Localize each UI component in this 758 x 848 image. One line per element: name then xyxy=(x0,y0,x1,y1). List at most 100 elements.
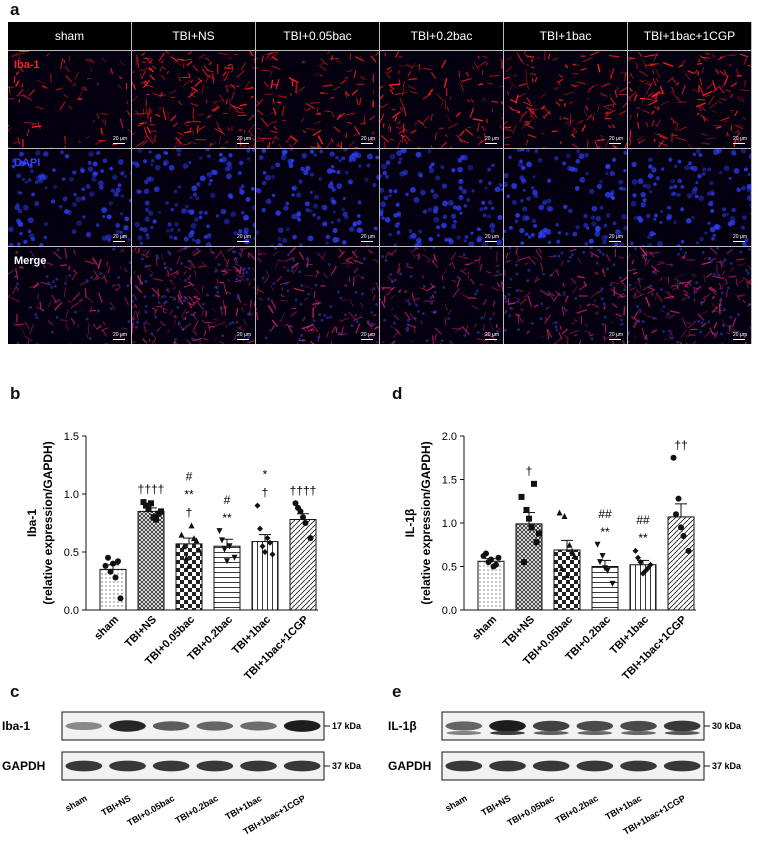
blot-band xyxy=(196,721,234,731)
micrograph-texture xyxy=(504,51,627,148)
scale-bar-label: 20 μm xyxy=(609,136,623,142)
blot-band xyxy=(283,760,321,772)
blot-frame xyxy=(61,751,325,781)
y-tick-label: 0.0 xyxy=(64,605,79,617)
panel-letter-c: c xyxy=(10,682,20,701)
micrograph-cell: 20 μm xyxy=(628,148,752,246)
category-label: TBI+1bac+1CGP xyxy=(620,614,689,680)
blot-row-label: GAPDH xyxy=(2,759,45,773)
category-label: TBI+1bac+1CGP xyxy=(242,614,311,680)
y-tick-label: 1.5 xyxy=(64,431,79,443)
significance-marker: ** xyxy=(222,511,232,525)
lane-label: TBI+NS xyxy=(100,793,133,818)
micrograph-cell: 20 μm xyxy=(504,246,628,344)
micrograph-texture xyxy=(504,149,627,246)
significance-marker: ** xyxy=(600,525,610,539)
data-point xyxy=(269,551,276,558)
significance-marker: ** xyxy=(638,531,648,545)
column-header: sham xyxy=(8,22,132,50)
scale-bar xyxy=(361,339,373,340)
micrograph-texture xyxy=(132,247,255,344)
blot-band xyxy=(532,720,570,732)
data-point xyxy=(300,514,306,521)
micrograph-cell: 20 μm xyxy=(504,148,628,246)
data-point xyxy=(670,454,677,461)
data-point xyxy=(219,537,225,544)
panel-letter-d: d xyxy=(392,384,403,403)
data-point xyxy=(231,554,238,561)
data-point xyxy=(143,502,149,509)
y-axis-label: Iba-1 xyxy=(25,509,39,537)
column-header: TBI+0.2bac xyxy=(380,22,504,50)
lane-label: sham xyxy=(63,793,88,813)
blot-band xyxy=(532,760,570,772)
panel-letter-b: b xyxy=(10,384,21,403)
blot-band xyxy=(109,760,146,772)
micrograph-texture xyxy=(628,149,751,246)
blot-row-label: GAPDH xyxy=(388,759,431,773)
significance-marker: †† xyxy=(674,438,687,452)
scale-bar-label: 20 μm xyxy=(113,234,127,240)
y-axis-label: IL-1β xyxy=(403,509,417,538)
data-point xyxy=(483,550,489,557)
blot-band xyxy=(65,721,103,731)
data-point xyxy=(295,504,301,511)
significance-marker: †††† xyxy=(138,482,165,496)
data-point xyxy=(526,515,532,522)
data-point xyxy=(597,559,603,566)
column-header: TBI+0.05bac xyxy=(256,22,380,50)
data-point xyxy=(632,547,639,554)
data-point xyxy=(561,513,568,520)
data-point xyxy=(673,511,679,518)
scale-bar-label: 20 μm xyxy=(485,136,499,142)
il1b-bar-chart: 0.0 0.5 1.0 1.5 2.0 IL-1β (relative expression… xyxy=(403,431,696,680)
micrograph-cell: 20 μm xyxy=(132,246,256,344)
significance-marker: ** xyxy=(184,487,194,501)
bar xyxy=(667,516,695,611)
significance-marker: † xyxy=(526,464,533,478)
micrograph-texture xyxy=(8,149,131,246)
y-axis-label-2: (relative expression/GAPDH) xyxy=(419,441,433,604)
data-point xyxy=(188,522,195,529)
scale-bar xyxy=(733,143,745,144)
significance-marker: † xyxy=(262,486,269,500)
scale-bar-label: 20 μm xyxy=(485,234,499,240)
micrograph-cell: 20 μm xyxy=(256,148,380,246)
scale-bar-label: 20 μm xyxy=(733,332,747,338)
micrograph-cell: 20 μm xyxy=(256,50,380,148)
blot-band xyxy=(240,760,277,772)
micrograph-cell: 20 μm xyxy=(132,148,256,246)
micrograph-cell: 20 μm xyxy=(380,148,504,246)
data-point xyxy=(599,553,606,560)
y-tick-label: 0.0 xyxy=(442,605,457,617)
data-point xyxy=(559,565,565,572)
column-header: TBI+1bac xyxy=(504,22,628,50)
micrograph-cell: 20 μm xyxy=(628,246,752,344)
y-tick-label: 1.0 xyxy=(442,518,457,530)
significance-marker: # xyxy=(186,469,193,483)
significance-marker: ## xyxy=(636,513,650,527)
kda-label: 30 kDa xyxy=(712,721,742,731)
data-point xyxy=(254,502,261,509)
blot-band xyxy=(533,731,569,735)
scale-bar xyxy=(361,143,373,144)
data-point xyxy=(196,546,202,553)
blot-band xyxy=(445,721,483,731)
blot-band xyxy=(489,720,526,732)
micrograph-texture xyxy=(256,149,379,246)
category-label: TBI+NS xyxy=(123,614,159,650)
bar xyxy=(553,549,581,611)
bar xyxy=(99,568,127,611)
kda-label: 37 kDa xyxy=(332,761,362,771)
data-point xyxy=(112,574,119,581)
data-point xyxy=(153,516,159,523)
panel-letter-a: a xyxy=(10,0,20,19)
micrograph-texture xyxy=(504,247,627,344)
data-point xyxy=(102,562,109,569)
scale-bar xyxy=(609,339,621,340)
data-point xyxy=(178,531,185,538)
blot-band xyxy=(283,720,321,732)
blot-band xyxy=(663,760,701,772)
micrograph-texture xyxy=(628,51,751,148)
data-point xyxy=(685,547,692,554)
